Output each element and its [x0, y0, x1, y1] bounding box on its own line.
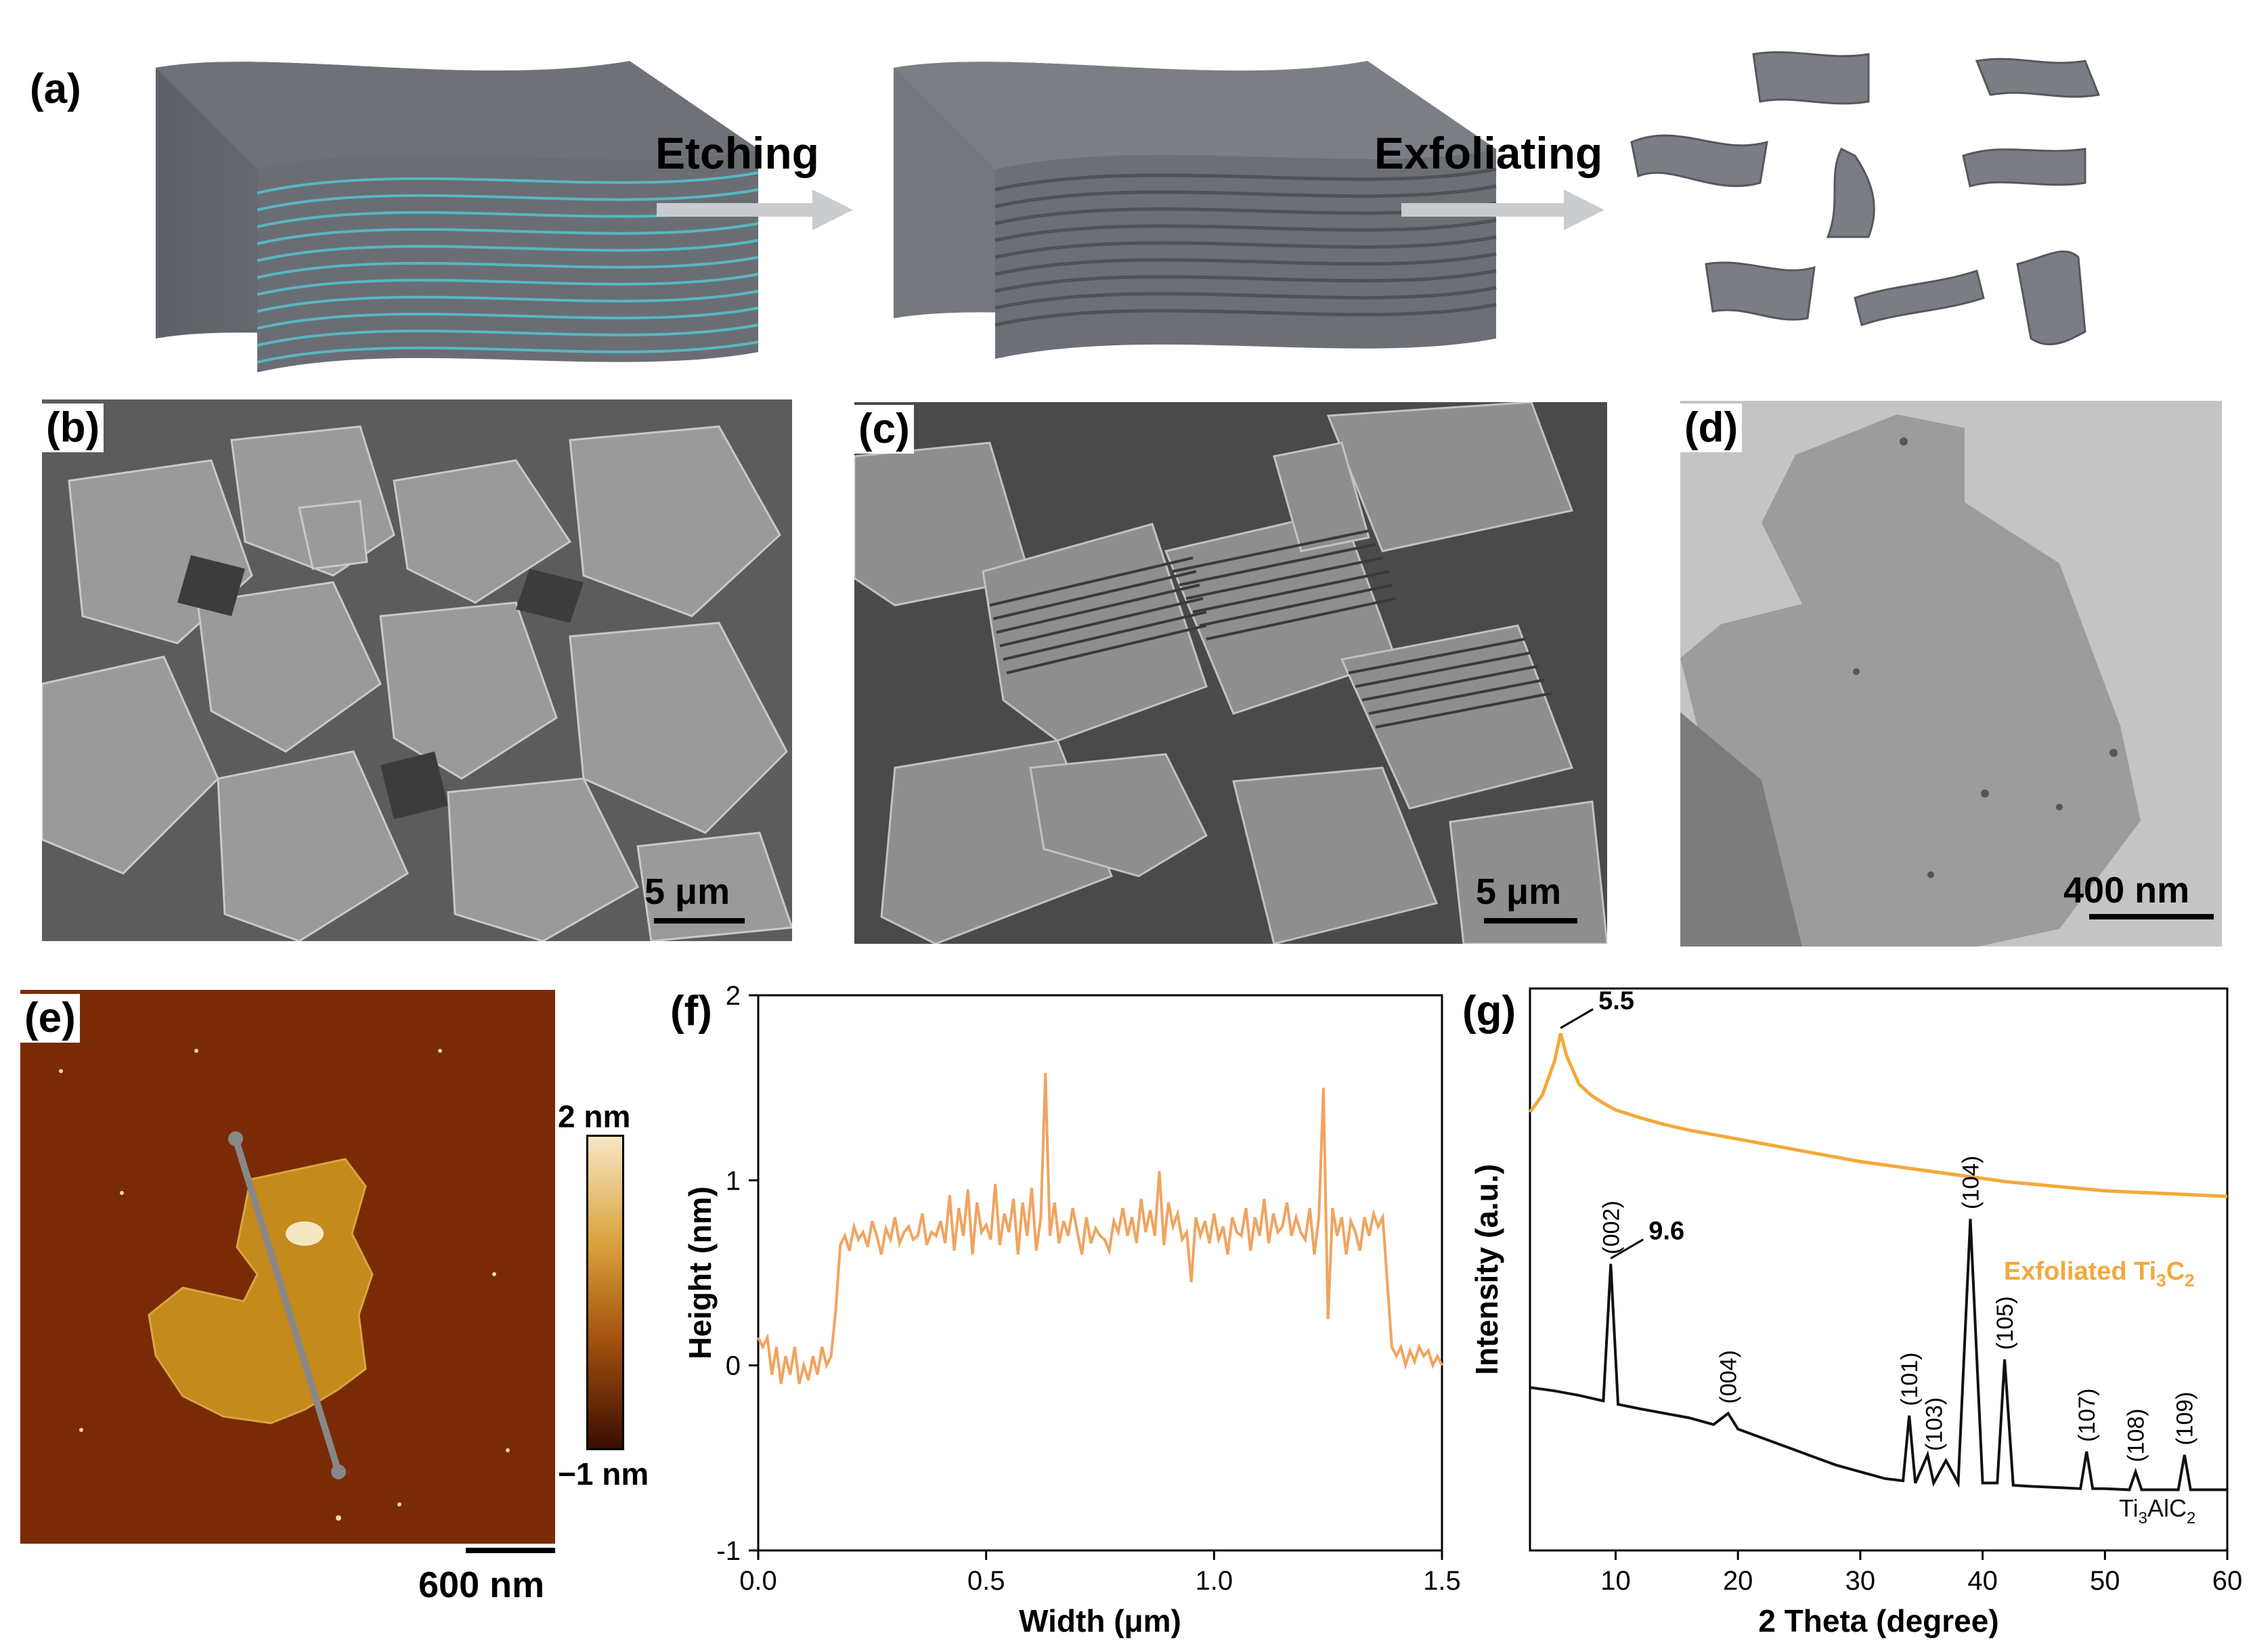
miller-index-label: (104) [1959, 1156, 1984, 1209]
colorbar-min-label: −1 nm [558, 1456, 649, 1492]
panel-b-sem-image [42, 399, 792, 941]
g-x-tick-label: 60 [2212, 1566, 2243, 1596]
g-x-tick-label: 40 [1967, 1566, 1998, 1596]
xrd-chart: 10 20 30 40 50 60 2 Theta (degree) Intensity (a… [1469, 986, 2243, 1638]
f-x-tick-label: 0.0 [739, 1566, 777, 1596]
exfoliated-flakes [1630, 51, 2101, 346]
panel-e-afm-image [20, 990, 555, 1544]
height-profile-chart: 0.0 0.5 1.0 1.5 -1 0 1 2 Width (μm) Height (nm) [682, 981, 1461, 1638]
panel-c-scale-text: 5 μm [1476, 871, 1562, 912]
g-x-axis-label: 2 Theta (degree) [1758, 1603, 1998, 1638]
miller-index-label: (004) [1716, 1350, 1742, 1404]
panel-d-label: (d) [1680, 404, 1743, 452]
panel-b-scale-text: 5 μm [644, 871, 730, 912]
etching-arrow [657, 190, 853, 230]
max-phase-stack [156, 61, 759, 372]
panel-d-tem-image [1680, 401, 2222, 947]
g-x-tick-label: 20 [1723, 1566, 1753, 1596]
miller-index-label: (105) [1992, 1296, 2018, 1349]
peak-value-label: 5.5 [1598, 986, 1634, 1015]
panel-e-scale-bar [466, 1548, 555, 1553]
exfoliated-series-label: Exfoliated Ti3C2 [2004, 1257, 2195, 1290]
g-x-tick-label: 30 [1845, 1566, 1876, 1596]
miller-index-label: (002) [1598, 1200, 1624, 1254]
miller-index-label: (103) [1921, 1397, 1947, 1451]
afm-colorbar [586, 1135, 624, 1450]
g-x-tick-label: 50 [2090, 1566, 2120, 1596]
panel-e-scale-text: 600 nm [418, 1565, 545, 1605]
g-x-tick-label: 10 [1600, 1566, 1631, 1596]
peak-arrow [1610, 1238, 1644, 1259]
afm-profile-line [232, 1135, 342, 1475]
panel-b-scale-bar [654, 918, 745, 923]
panel-b-label: (b) [42, 404, 104, 452]
f-y-tick-label: -1 [716, 1536, 741, 1566]
panel-d-scale-text: 400 nm [2063, 870, 2190, 911]
f-plot-frame [757, 994, 1443, 1552]
ti3alc2-series-label: Ti3AlC2 [2119, 1494, 2195, 1527]
f-x-axis-label: Width (μm) [1019, 1603, 1181, 1638]
panel-c-label: (c) [854, 405, 914, 454]
miller-index-label: (109) [2172, 1392, 2198, 1446]
panel-d-scale-bar [2089, 914, 2214, 919]
f-y-tick-label: 2 [726, 981, 741, 1011]
exfoliated-ti3c2-curve [1528, 1032, 2228, 1198]
f-y-tick-label: 0 [726, 1351, 741, 1381]
f-x-tick-label: 1.0 [1196, 1566, 1233, 1596]
exfoliating-label: Exfoliating [1374, 128, 1603, 178]
f-x-tick-label: 0.5 [967, 1566, 1005, 1596]
g-y-axis-label: Intensity (a.u.) [1469, 1164, 1504, 1375]
peak-arrow [1560, 1008, 1594, 1029]
panel-a-schematic [156, 51, 2101, 372]
ti3alc2-curve [1529, 1219, 2227, 1492]
panel-c-scale-bar [1484, 918, 1577, 923]
f-y-tick-label: 1 [726, 1166, 741, 1196]
panel-f-label: (f) [670, 987, 712, 1036]
exfoliating-arrow [1401, 190, 1604, 230]
colorbar-max-label: 2 nm [558, 1099, 631, 1134]
g-plot-frame [1529, 987, 2229, 1552]
panel-e-label: (e) [20, 994, 80, 1043]
panel-c-sem-image [854, 402, 1607, 944]
f-y-axis-label: Height (nm) [682, 1186, 718, 1360]
etched-stack [894, 61, 1497, 359]
height-profile-line [757, 1072, 1443, 1385]
etching-label: Etching [655, 128, 819, 178]
miller-index-label: (108) [2123, 1408, 2149, 1462]
miller-index-label: (101) [1897, 1352, 1923, 1406]
peak-value-label: 9.6 [1648, 1217, 1684, 1246]
panel-a-label: (a) [26, 65, 85, 114]
f-x-tick-label: 1.5 [1423, 1566, 1461, 1596]
miller-index-label: (107) [2074, 1389, 2100, 1442]
panel-g-label: (g) [1462, 987, 1516, 1036]
